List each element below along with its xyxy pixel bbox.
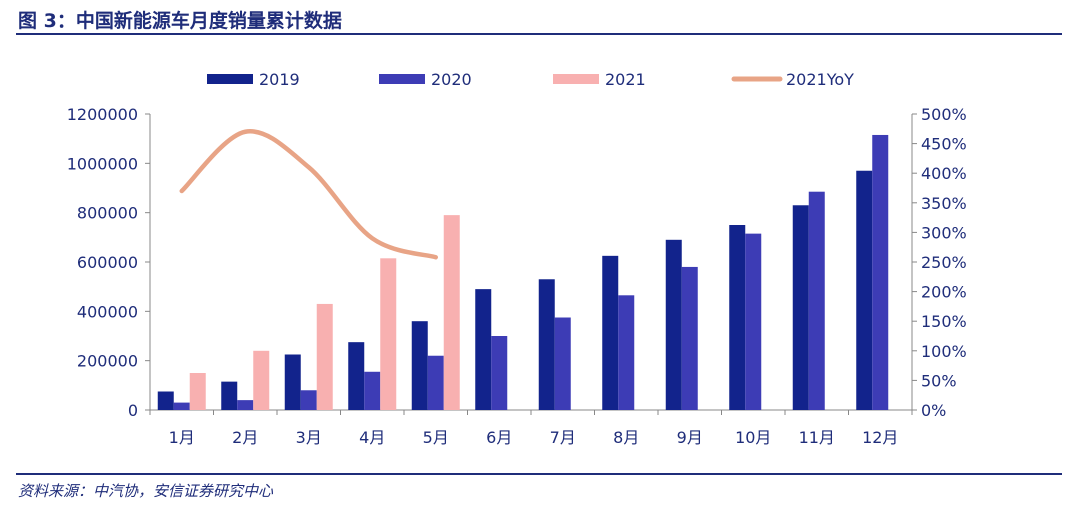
- bar-2020: [872, 134, 889, 410]
- legend-label-2021YoY: 2021YoY: [786, 70, 854, 89]
- right-tick-label: 200%: [921, 283, 967, 302]
- bar-2020: [427, 355, 444, 410]
- right-tick-label: 500%: [921, 105, 967, 124]
- x-tick-label: 8月: [613, 428, 639, 447]
- source-rule: [16, 473, 1062, 475]
- bar-2021: [253, 350, 270, 410]
- bar-2020: [237, 400, 254, 410]
- bar-2021: [443, 215, 460, 410]
- sales-chart: 0 200000 400000 600000 800000 1000000 1200000 0…: [67, 70, 967, 447]
- bar-2020: [300, 390, 317, 410]
- x-tick-label: 11月: [799, 428, 835, 447]
- bar-2019: [729, 225, 746, 410]
- x-tick-label: 3月: [296, 428, 322, 447]
- bar-2020: [681, 266, 698, 410]
- x-tick-label: 7月: [550, 428, 576, 447]
- right-tick-label: 100%: [921, 342, 967, 361]
- right-tick-label: 450%: [921, 135, 967, 154]
- x-tick-label: 4月: [359, 428, 385, 447]
- bar-2020: [173, 402, 190, 410]
- left-tick-label: 400000: [77, 302, 138, 321]
- bar-2019: [284, 354, 301, 410]
- x-tick-label: 9月: [677, 428, 703, 447]
- title-rule: [16, 33, 1062, 35]
- bar-2021: [316, 303, 333, 410]
- figure-title: 图 3：中国新能源车月度销量累计数据: [18, 10, 342, 32]
- bar-2020: [491, 336, 508, 410]
- legend-label-2021: 2021: [605, 70, 646, 89]
- right-tick-label: 0%: [921, 401, 946, 420]
- bar-2020: [745, 233, 762, 410]
- bar-2019: [348, 342, 365, 410]
- bar-2019: [475, 289, 492, 410]
- bar-2020: [808, 191, 825, 410]
- legend-label-2019: 2019: [259, 70, 300, 89]
- left-tick-label: 1200000: [67, 105, 138, 124]
- bar-2019: [665, 239, 682, 410]
- bar-2019: [411, 321, 428, 410]
- bar-2019: [792, 205, 809, 410]
- left-tick-label: 600000: [77, 253, 138, 272]
- bar-2020: [554, 317, 571, 410]
- x-tick-label: 1月: [169, 428, 195, 447]
- left-tick-label: 800000: [77, 204, 138, 223]
- bar-2021: [380, 258, 397, 410]
- bar-2019: [157, 391, 174, 410]
- left-tick-label: 0: [128, 401, 138, 420]
- legend-label-2020: 2020: [431, 70, 472, 89]
- bar-2019: [221, 381, 238, 410]
- right-tick-label: 300%: [921, 223, 967, 242]
- right-tick-label: 400%: [921, 164, 967, 183]
- bar-2020: [618, 295, 635, 410]
- x-tick-label: 10月: [735, 428, 771, 447]
- right-tick-label: 150%: [921, 312, 967, 331]
- source-note: 资料来源：中汽协，安信证券研究中心: [18, 482, 274, 500]
- bar-2019: [856, 170, 873, 410]
- legend-swatch-2020: [379, 74, 425, 84]
- x-tick-label: 2月: [232, 428, 258, 447]
- line-2021YoY: [179, 129, 438, 260]
- x-tick-label: 6月: [486, 428, 512, 447]
- x-tick-label: 12月: [862, 428, 898, 447]
- bar-2019: [602, 255, 619, 410]
- left-tick-label: 1000000: [67, 154, 138, 173]
- bar-2019: [538, 279, 555, 410]
- legend-swatch-2019: [207, 74, 253, 84]
- bar-2020: [364, 371, 381, 410]
- right-tick-label: 50%: [921, 371, 957, 390]
- legend-swatch-2021: [553, 74, 599, 84]
- x-tick-label: 5月: [423, 428, 449, 447]
- right-tick-label: 350%: [921, 194, 967, 213]
- right-tick-label: 250%: [921, 253, 967, 272]
- bar-2021: [189, 373, 206, 410]
- left-tick-label: 200000: [77, 352, 138, 371]
